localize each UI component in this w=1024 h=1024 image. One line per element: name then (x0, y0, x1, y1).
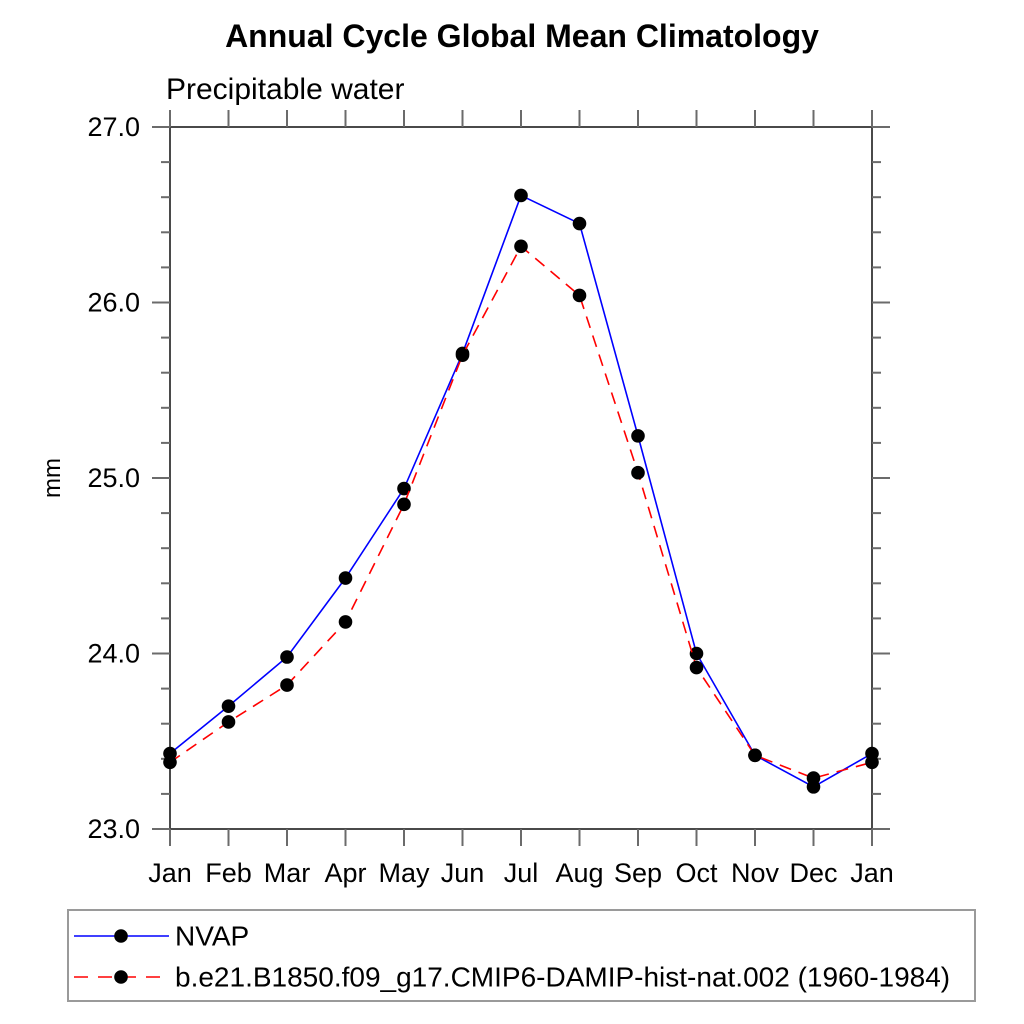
series-line-1 (169, 245, 873, 779)
x-tick-label: Mar (264, 858, 311, 888)
x-tick-label: Jan (148, 858, 192, 888)
x-tick-label: Aug (555, 858, 603, 888)
series-1-marker (221, 715, 236, 729)
legend-label-model: b.e21.B1850.f09_g17.CMIP6-DAMIP-hist-nat… (175, 962, 950, 993)
series-line-0 (169, 194, 873, 788)
series-1-marker (806, 771, 821, 785)
x-tick-label: Jun (441, 858, 485, 888)
legend: NVAP b.e21.B1850.f09_g17.CMIP6-DAMIP-his… (67, 909, 976, 1002)
y-tick-label: 24.0 (87, 639, 140, 669)
x-tick-label: Jan (850, 858, 894, 888)
data-series (163, 188, 879, 794)
chart-title: Annual Cycle Global Mean Climatology (225, 18, 819, 54)
x-tick-label: Sep (614, 858, 662, 888)
y-tick-label: 23.0 (87, 814, 140, 844)
series-1-marker (514, 239, 528, 254)
series-1-marker (163, 755, 177, 770)
series-1-marker (865, 755, 879, 770)
y-axis-label: mm (39, 458, 66, 498)
series-0-marker (572, 216, 587, 231)
axis-tick-labels: Jan Feb Mar Apr May Jun Jul Aug Sep Oct Nov Dec Jan 2… (87, 112, 893, 888)
series-0-marker (631, 429, 645, 443)
series-0-marker (689, 646, 704, 661)
series-1-marker (748, 748, 762, 763)
x-tick-label: May (378, 858, 430, 888)
series-1-marker (280, 678, 294, 692)
series-1-marker (338, 615, 353, 629)
x-tick-label: Dec (789, 858, 837, 888)
series-0-marker (338, 571, 353, 585)
series-0-marker (397, 481, 411, 496)
y-tick-label: 25.0 (87, 463, 140, 493)
x-tick-label: Jul (504, 858, 539, 888)
x-tick-label: Feb (205, 858, 252, 888)
series-1-marker (572, 288, 587, 303)
series-0-marker (221, 699, 236, 713)
series-1-marker (689, 660, 704, 675)
series-0-marker (514, 188, 528, 203)
x-tick-label: Nov (731, 858, 780, 888)
y-tick-label: 26.0 (87, 288, 140, 318)
legend-label-nvap: NVAP (175, 921, 249, 952)
y-tick-label: 27.0 (87, 112, 140, 142)
series-1-marker (455, 348, 470, 362)
series-1-marker (631, 465, 645, 480)
axis-ticks (152, 110, 890, 846)
legend-marker-model (114, 970, 128, 984)
series-1-marker (397, 497, 411, 512)
legend-box (67, 909, 976, 1002)
x-tick-label: Oct (675, 858, 718, 888)
legend-marker-nvap (114, 929, 128, 943)
series-0-marker (280, 650, 294, 664)
plot-frame (169, 126, 873, 830)
x-tick-label: Apr (324, 858, 366, 888)
chart-subtitle: Precipitable water (166, 73, 404, 106)
plot-border (169, 126, 873, 830)
